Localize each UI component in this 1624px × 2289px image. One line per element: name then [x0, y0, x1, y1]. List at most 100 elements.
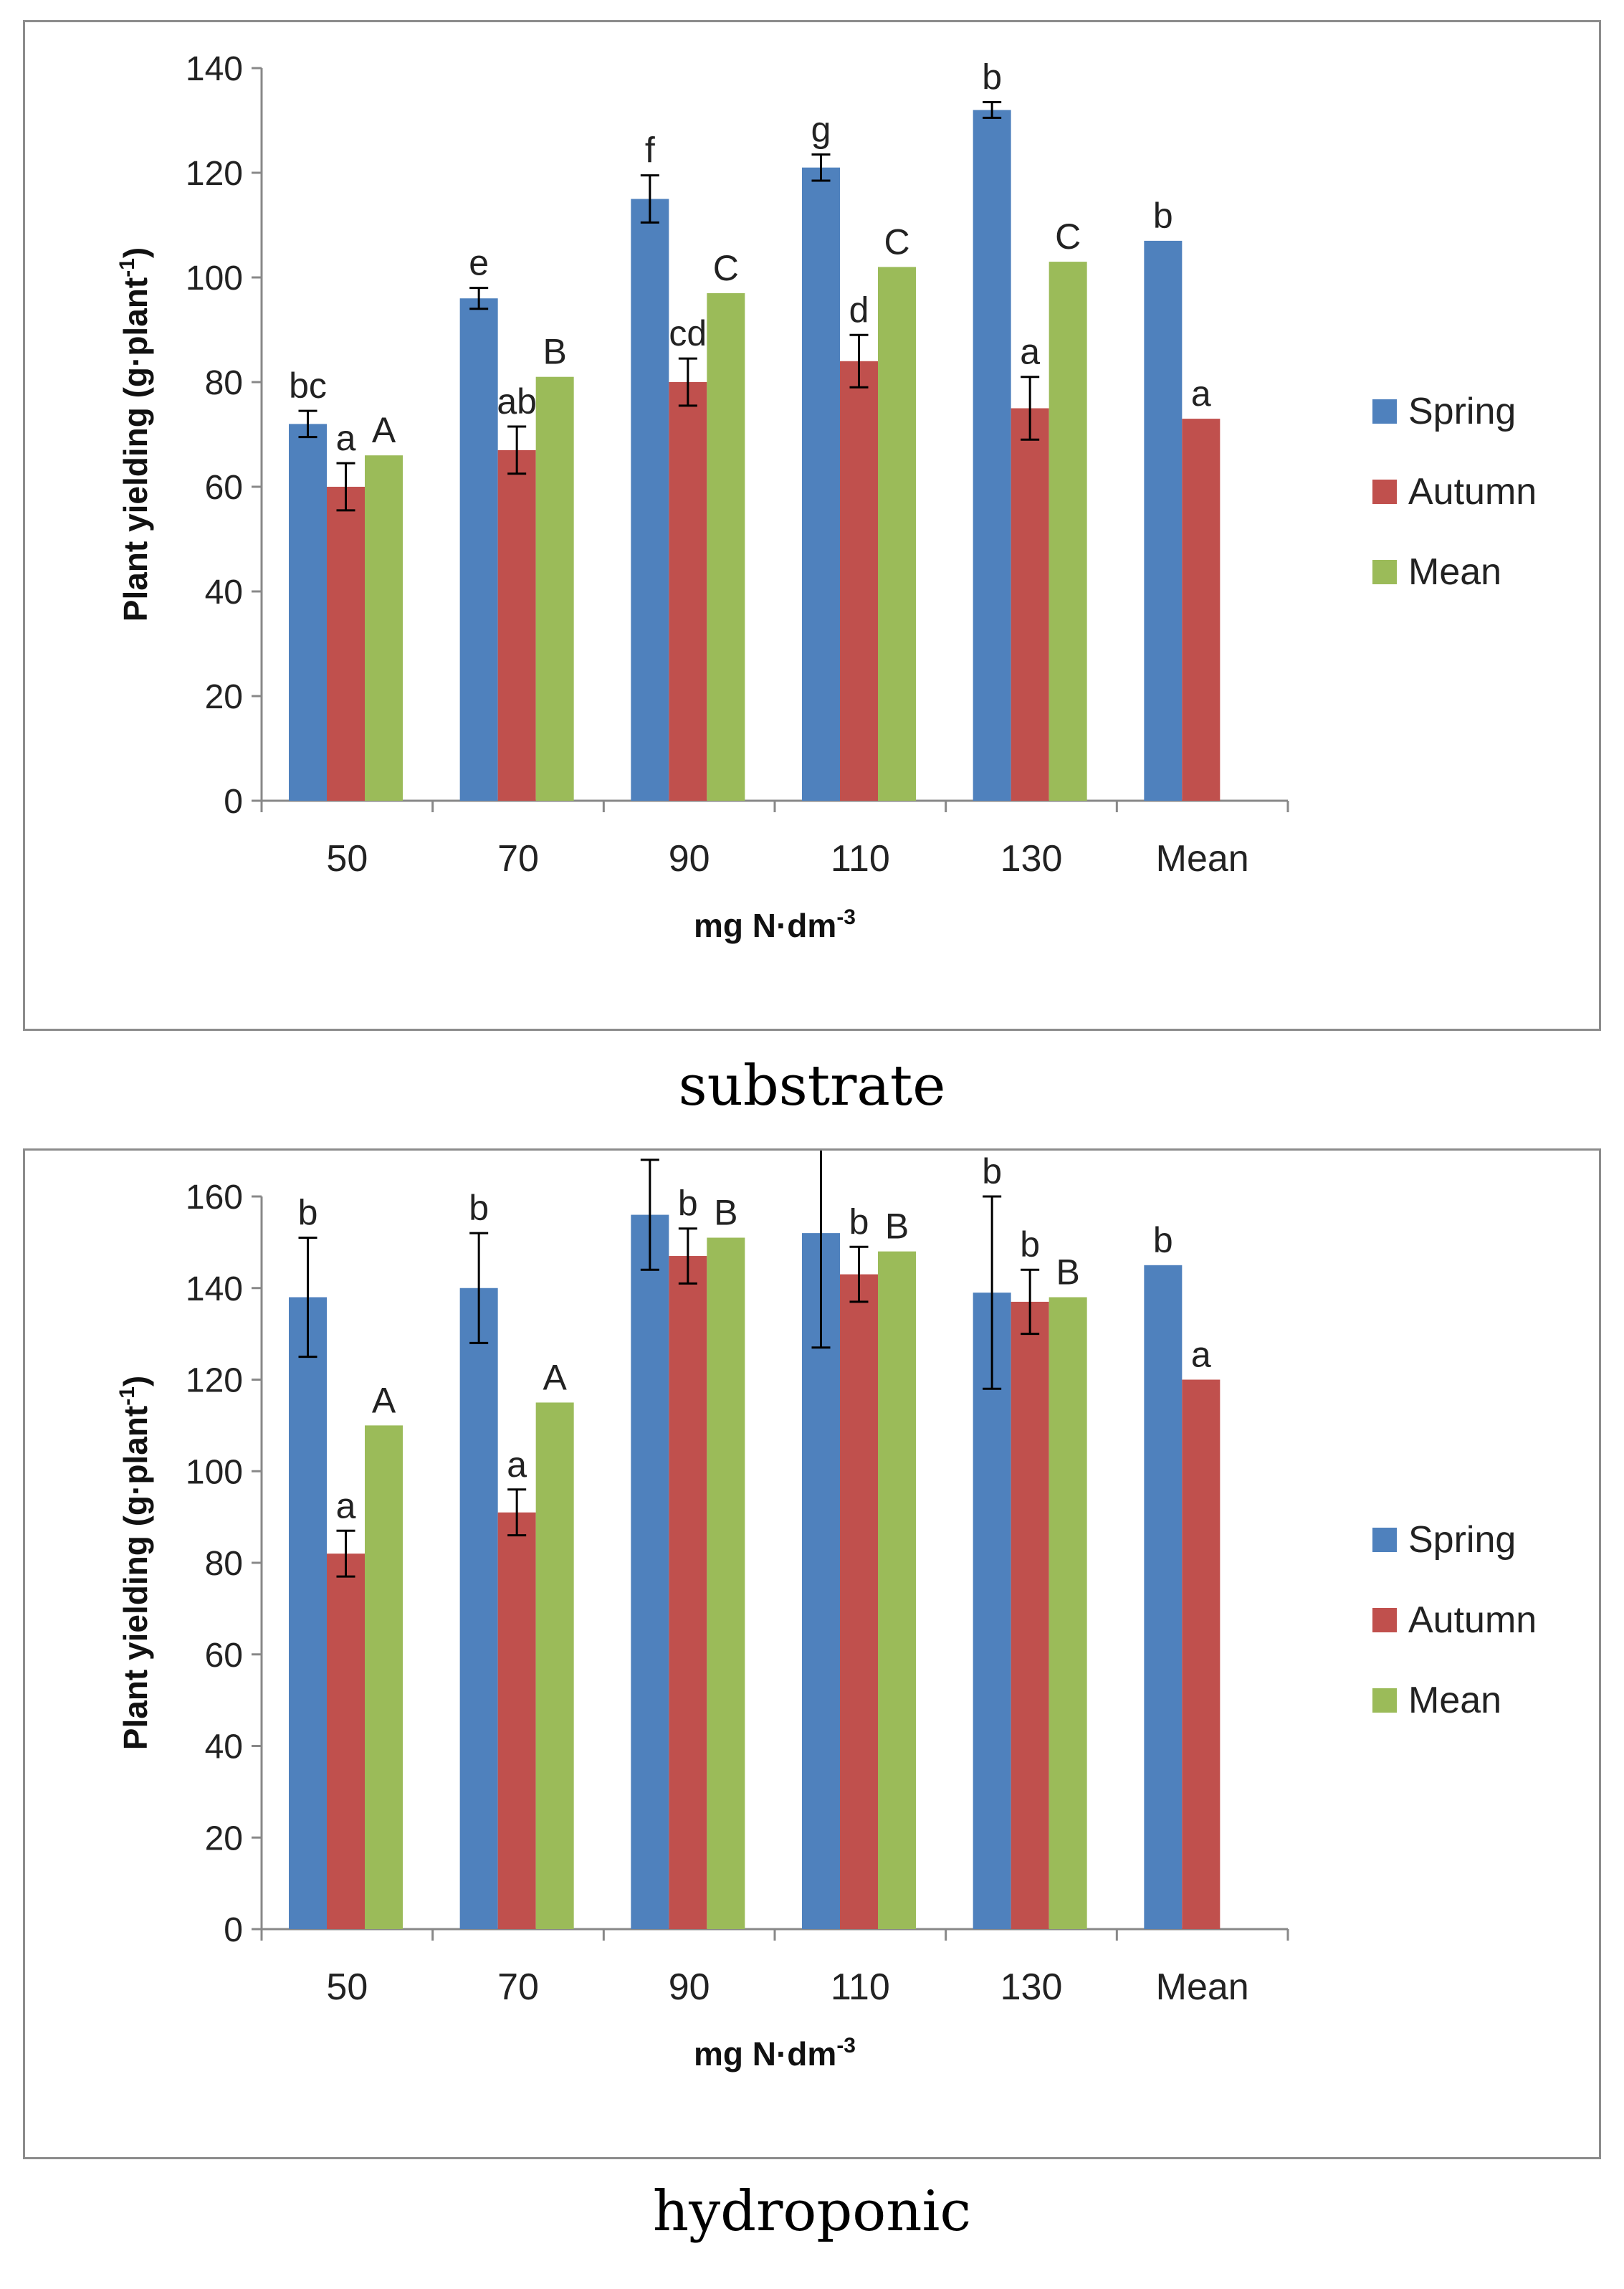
bar-mean-70: [535, 376, 574, 801]
significance-label-autumn-130: b: [1020, 1224, 1040, 1265]
bar-mean-50: [365, 455, 403, 801]
bar-mean-110: [878, 267, 916, 801]
x-category-label-70: 70: [497, 1966, 539, 2008]
y-tick-label-140: 140: [186, 1270, 243, 1308]
bar-spring-110: [802, 1233, 840, 1929]
bar-mean-70: [535, 1402, 574, 1929]
y-axis-title-sup: -1: [115, 1386, 139, 1406]
y-tick-label-20: 20: [205, 678, 243, 716]
significance-label-autumn-130: a: [1020, 332, 1040, 372]
x-category-label-70: 70: [497, 838, 539, 880]
y-tick-label-40: 40: [205, 574, 243, 611]
bar-mean-130: [1049, 262, 1087, 801]
chart-substrate: 0 20 40 60 80 100 120 140 50 70 90 110 130 Mean bc e f g b…: [115, 50, 1537, 944]
bar-autumn-130: [1011, 1301, 1049, 1929]
significance-label-mean-70: B: [543, 332, 566, 372]
y-axis-title: Plant yielding (g·plant-1): [115, 1376, 154, 1750]
significance-label-autumn-110: d: [849, 290, 869, 330]
x-axis-title-main: mg N·dm: [694, 907, 836, 944]
significance-label-autumn-110: b: [849, 1201, 869, 1242]
legend-label-mean: Mean: [1408, 1680, 1501, 1721]
significance-label-autumn-70: a: [507, 1445, 527, 1485]
legend-swatch-mean: [1372, 1688, 1397, 1713]
significance-label-mean-50: A: [372, 410, 396, 450]
bar-mean-110: [878, 1251, 916, 1929]
bar-autumn-mean: [1182, 1379, 1221, 1929]
bar-autumn-90: [669, 1256, 707, 1929]
y-tick-label-20: 20: [205, 1819, 243, 1857]
significance-label-autumn-50: a: [336, 418, 356, 458]
bar-spring-mean: [1144, 240, 1183, 801]
significance-label-autumn-90: cd: [669, 313, 707, 353]
x-category-label-110: 110: [831, 838, 890, 880]
x-category-label-50: 50: [326, 1966, 368, 2008]
y-axis-title-sup: -1: [115, 258, 139, 277]
bar-spring-130: [973, 1293, 1011, 1929]
legend-label-autumn: Autumn: [1408, 1599, 1537, 1641]
y-tick-label-120: 120: [186, 155, 243, 193]
x-category-label-50: 50: [326, 838, 368, 880]
legend-label-spring: Spring: [1408, 1519, 1516, 1561]
bar-autumn-110: [840, 1274, 878, 1929]
significance-label-autumn-90: b: [678, 1184, 698, 1224]
x-axis-title-main: mg N·dm: [694, 2035, 836, 2073]
bar-autumn-90: [669, 382, 707, 801]
significance-label-spring-130: b: [982, 1151, 1002, 1191]
bar-spring-70: [459, 298, 498, 801]
bar-spring-130: [973, 110, 1011, 801]
significance-label-autumn-70: ab: [497, 381, 537, 422]
significance-label-spring-50: b: [298, 1192, 318, 1232]
x-axis-title-sup: -3: [836, 905, 856, 929]
bar-mean-50: [365, 1425, 403, 1929]
bar-autumn-50: [327, 1553, 365, 1929]
bar-mean-130: [1049, 1297, 1087, 1929]
significance-label-autumn-mean: a: [1191, 1335, 1211, 1375]
significance-label-spring-50: bc: [289, 366, 327, 406]
x-category-label-130: 130: [1000, 1966, 1063, 2008]
y-tick-label-140: 140: [186, 50, 243, 88]
bar-mean-90: [707, 1237, 745, 1929]
bar-mean-90: [707, 292, 745, 801]
y-axis-title-main: Plant yielding (g·plant: [117, 277, 154, 622]
significance-label-mean-90: B: [714, 1192, 737, 1232]
y-tick-label-120: 120: [186, 1362, 243, 1400]
x-category-label-mean: Mean: [1156, 1966, 1249, 2008]
y-tick-label-0: 0: [224, 783, 243, 821]
significance-label-autumn-mean: a: [1191, 373, 1211, 414]
significance-label-mean-50: A: [372, 1380, 396, 1420]
legend-label-autumn: Autumn: [1408, 471, 1537, 513]
y-tick-label-160: 160: [186, 1179, 243, 1217]
chart-panel-substrate: 0 20 40 60 80 100 120 140 50 70 90 110 130 Mean bc e f g b…: [23, 20, 1601, 1031]
y-tick-label-60: 60: [205, 1637, 243, 1675]
legend-swatch-autumn: [1372, 480, 1397, 504]
y-tick-label-80: 80: [205, 1545, 243, 1583]
y-axis-title-main: Plant yielding (g·plant: [117, 1406, 154, 1750]
significance-label-mean-130: B: [1056, 1252, 1079, 1293]
bar-autumn-130: [1011, 408, 1049, 801]
legend-label-spring: Spring: [1408, 391, 1516, 432]
significance-label-mean-110: C: [884, 222, 909, 262]
bar-autumn-mean: [1182, 419, 1221, 801]
significance-label-mean-130: C: [1055, 216, 1081, 257]
bar-autumn-110: [840, 361, 878, 801]
x-axis-title-sup: -3: [836, 2034, 856, 2057]
significance-label-spring-mean: b: [1153, 196, 1173, 236]
bar-autumn-70: [497, 1512, 536, 1929]
y-tick-label-60: 60: [205, 469, 243, 507]
legend-swatch-spring: [1372, 399, 1397, 424]
legend-swatch-mean: [1372, 560, 1397, 584]
significance-label-spring-130: b: [982, 57, 1002, 97]
significance-label-autumn-50: a: [336, 1485, 356, 1526]
bar-autumn-70: [497, 449, 536, 801]
significance-label-spring-mean: b: [1153, 1220, 1173, 1260]
bar-spring-90: [631, 1214, 669, 1929]
significance-label-spring-110: g: [811, 109, 831, 149]
x-category-label-110: 110: [831, 1966, 890, 2008]
y-axis-title-end: ): [117, 247, 154, 258]
y-axis-title-end: ): [117, 1376, 154, 1386]
legend-label-mean: Mean: [1408, 551, 1501, 593]
significance-label-spring-70: b: [469, 1188, 489, 1228]
caption-hydroponic: hydroponic: [652, 2179, 972, 2244]
x-axis-title: mg N·dm-3: [694, 2034, 856, 2073]
